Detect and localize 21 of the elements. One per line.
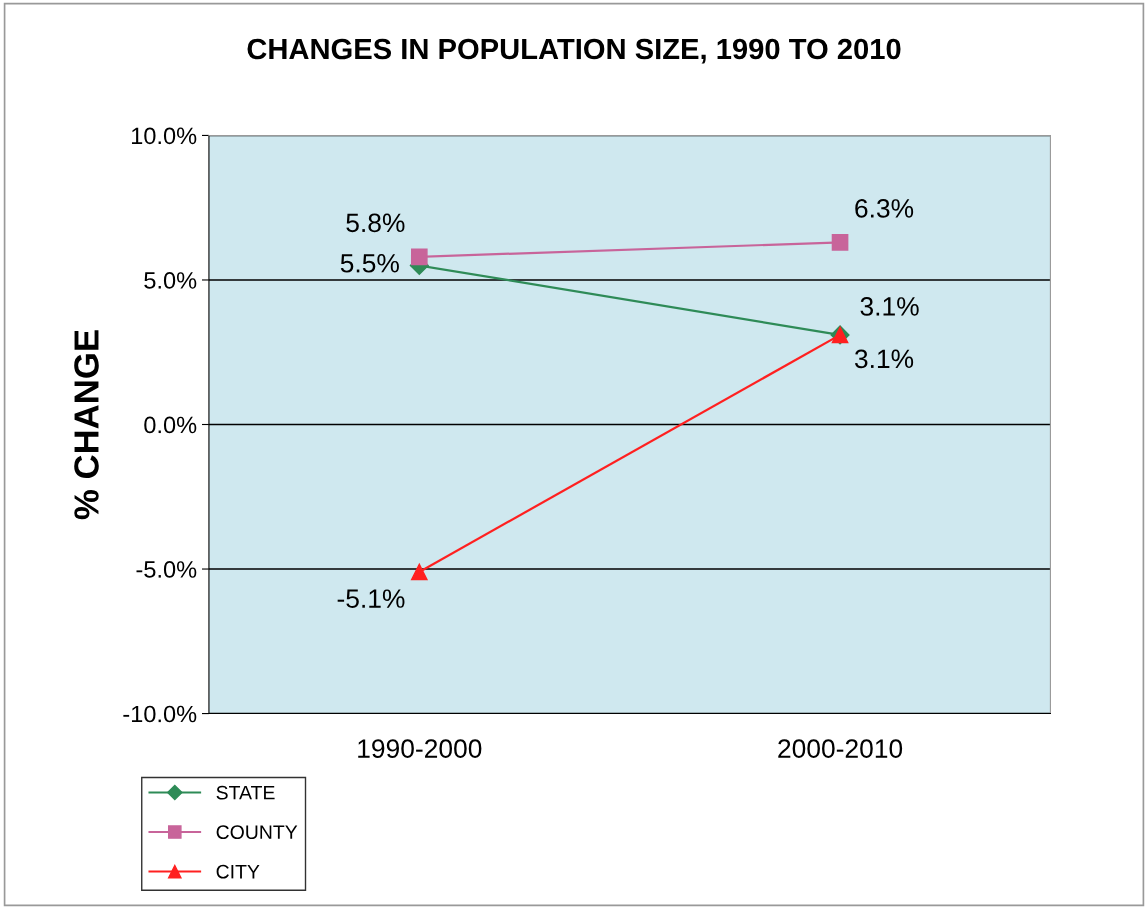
y-tick-label: -10.0% xyxy=(123,705,197,723)
y-tick-label: 5.0% xyxy=(144,272,197,289)
data-label: 3.1% xyxy=(860,297,919,316)
data-label: 5.5% xyxy=(340,254,399,273)
data-label: 3.1% xyxy=(854,349,914,369)
chart-title: CHANGES IN POPULATION SIZE, 1990 TO 2010 xyxy=(247,38,901,64)
point xyxy=(831,234,849,251)
legend-label: COUNTY xyxy=(216,825,298,840)
x-tick-label: 2000-2010 xyxy=(778,739,903,758)
point xyxy=(410,248,428,266)
data-label: 5.8% xyxy=(346,213,405,233)
point xyxy=(410,563,428,581)
y-tick-label: 0.0% xyxy=(144,416,197,434)
legend-label: STATE xyxy=(216,785,275,800)
x-tick-label: 1990-2000 xyxy=(358,739,482,758)
y-tick-label: -5.0% xyxy=(136,561,197,578)
data-label: 6.3% xyxy=(855,199,914,218)
y-axis-title: % CHANGE xyxy=(74,330,99,520)
data-label: -5.1% xyxy=(337,589,405,608)
y-tick-label: 10.0% xyxy=(131,127,197,145)
legend-label: CITY xyxy=(216,864,260,879)
